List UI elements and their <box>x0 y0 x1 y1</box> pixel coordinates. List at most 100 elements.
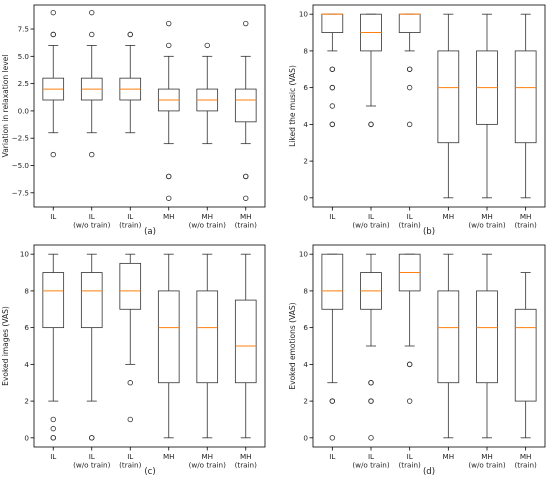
outlier-point <box>89 9 95 16</box>
box-1 <box>321 13 344 128</box>
box-iqr <box>321 253 344 310</box>
x-tick-label: (w/o train) <box>73 461 111 470</box>
outlier-point <box>50 416 56 423</box>
y-tick-label: 8 <box>303 46 308 55</box>
box-3 <box>119 253 142 423</box>
x-tick-label: IL <box>89 452 95 461</box>
panel-label: (c) <box>144 467 155 477</box>
y-tick-label: 0 <box>303 433 308 442</box>
outlier-point <box>406 361 413 368</box>
panel-label: (b) <box>423 227 435 237</box>
box-iqr <box>119 262 142 310</box>
outlier-point <box>89 31 95 38</box>
box-5 <box>196 253 219 439</box>
outlier-point <box>243 173 249 180</box>
box-5 <box>476 253 498 439</box>
box-3 <box>398 253 421 404</box>
box-4 <box>157 20 180 201</box>
outlier-point <box>329 66 336 72</box>
y-axis-label: Evoked emotions (VAS) <box>288 302 297 389</box>
x-tick-label: IL <box>50 452 56 461</box>
outlier-point <box>406 121 413 128</box>
box-6 <box>234 20 257 201</box>
outlier-point <box>89 151 95 158</box>
y-tick-label: 10 <box>20 250 30 259</box>
panel-a: −7.5 −5.0 −2.5 0.0 2.5 5.0 7.5 Variation in rel… <box>1 4 266 237</box>
y-tick-label: 2 <box>303 397 308 406</box>
box-3 <box>398 13 421 128</box>
outlier-point <box>50 425 56 432</box>
box-6 <box>234 253 257 439</box>
x-tick-label: MH <box>520 212 532 221</box>
x-tick-label: (w/o train) <box>352 221 390 230</box>
box-6 <box>514 13 537 199</box>
y-tick-label: 5.0 <box>18 52 30 61</box>
box-iqr <box>80 272 103 329</box>
box-1 <box>321 253 344 441</box>
box-iqr <box>514 50 537 144</box>
box-iqr <box>157 290 180 384</box>
y-tick-label: 0 <box>303 193 308 202</box>
x-tick-label: IL <box>368 452 374 461</box>
x-tick-label: (train) <box>235 221 258 230</box>
x-tick-label: IL <box>329 452 335 461</box>
x-tick-label: (train) <box>514 461 537 470</box>
box-iqr <box>196 290 219 384</box>
x-tick-label: (train) <box>235 461 258 470</box>
y-tick-label: 10 <box>299 250 309 259</box>
panel-label: (d) <box>423 467 435 477</box>
x-tick-label: (train) <box>398 221 421 230</box>
box-2 <box>80 9 103 158</box>
box-iqr <box>514 308 537 402</box>
box-iqr <box>398 13 421 33</box>
x-tick-label: IL <box>407 452 413 461</box>
outlier-point <box>406 398 413 404</box>
outlier-point <box>127 31 133 38</box>
outlier-point <box>166 20 172 27</box>
y-tick-label: −2.5 <box>12 134 29 143</box>
outlier-point <box>243 20 249 27</box>
x-tick-label: (train) <box>119 461 142 470</box>
x-tick-label: (w/o train) <box>468 461 506 470</box>
outlier-point <box>406 84 413 91</box>
outlier-point <box>89 435 95 441</box>
outlier-point <box>50 435 56 441</box>
outlier-point <box>329 398 336 404</box>
x-tick-label: IL <box>407 212 413 221</box>
outlier-point <box>368 121 374 128</box>
box-2 <box>360 13 382 128</box>
plot-frame <box>312 4 546 208</box>
x-tick-label: MH <box>443 452 455 461</box>
y-tick-label: 10 <box>299 10 309 19</box>
outlier-point <box>127 416 133 423</box>
y-tick-label: 4 <box>303 360 308 369</box>
box-5 <box>196 42 219 145</box>
outlier-point <box>368 435 374 441</box>
outlier-point <box>406 66 413 72</box>
outlier-point <box>166 42 172 49</box>
x-tick-label: (train) <box>514 221 537 230</box>
outlier-point <box>204 42 210 49</box>
x-tick-label: (w/o train) <box>189 221 227 230</box>
box-iqr <box>437 50 460 144</box>
outlier-point <box>368 398 374 404</box>
outlier-point <box>127 380 133 386</box>
outlier-point <box>166 173 172 180</box>
y-tick-label: −7.5 <box>12 188 29 197</box>
x-tick-label: IL <box>329 212 335 221</box>
box-iqr <box>476 290 498 384</box>
box-iqr <box>437 290 460 384</box>
x-tick-label: MH <box>240 212 252 221</box>
x-tick-label: MH <box>520 452 532 461</box>
plot-frame <box>33 4 266 208</box>
box-iqr <box>321 13 344 33</box>
outlier-point <box>329 103 336 109</box>
x-tick-label: (w/o train) <box>189 461 227 470</box>
x-tick-label: MH <box>240 452 252 461</box>
panel-label: (a) <box>144 227 156 237</box>
box-2 <box>80 253 103 441</box>
y-tick-label: 6 <box>303 83 308 92</box>
